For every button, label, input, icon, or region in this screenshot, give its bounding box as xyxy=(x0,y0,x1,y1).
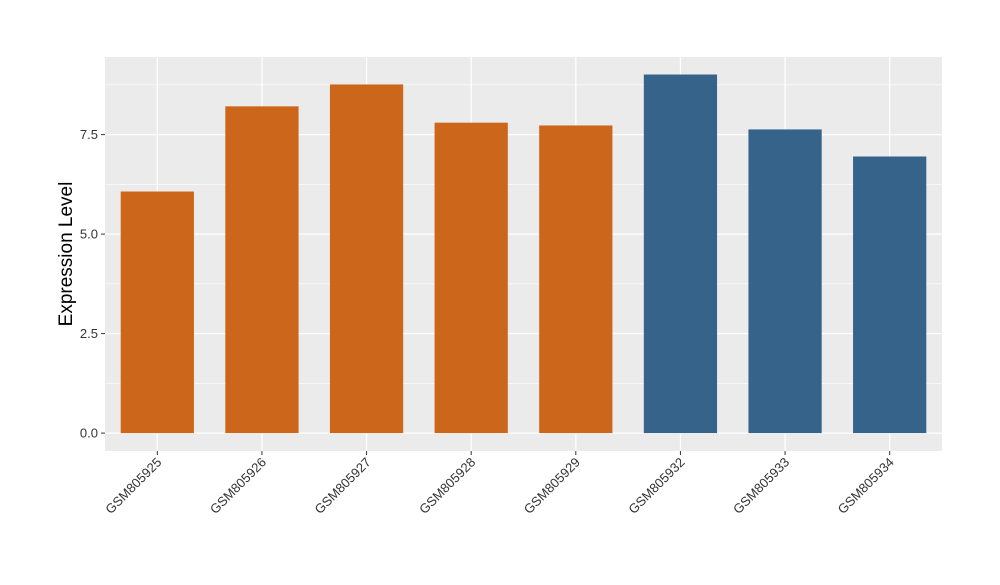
x-tick-label: GSM805932 xyxy=(625,455,687,517)
bar-GSM805934 xyxy=(853,156,927,434)
x-tick-label: GSM805928 xyxy=(416,455,478,517)
bar-GSM805933 xyxy=(748,129,822,434)
y-tick-label: 5.0 xyxy=(80,227,98,242)
bar-GSM805925 xyxy=(120,191,194,434)
bar-GSM805928 xyxy=(434,122,508,434)
bar-GSM805929 xyxy=(539,125,613,434)
x-tick-label: GSM805927 xyxy=(311,455,373,517)
bar-GSM805932 xyxy=(643,74,718,434)
y-axis-label: Expression Level xyxy=(56,182,77,327)
x-tick-label: GSM805929 xyxy=(521,455,583,517)
bars xyxy=(120,74,927,434)
y-axis: 0.0 2.5 5.0 7.5 xyxy=(80,127,105,441)
bar-GSM805927 xyxy=(329,84,404,434)
y-tick-label: 2.5 xyxy=(80,326,98,341)
x-axis: GSM805925 GSM805926 GSM805927 GSM805928 GSM8… xyxy=(102,451,897,517)
x-tick-label: GSM805933 xyxy=(730,455,792,517)
x-tick-label: GSM805926 xyxy=(207,455,269,517)
x-tick-label: GSM805925 xyxy=(102,455,164,517)
bar-GSM805926 xyxy=(225,106,299,434)
y-tick-label: 7.5 xyxy=(80,127,98,142)
x-tick-label: GSM805934 xyxy=(835,455,897,517)
y-tick-label: 0.0 xyxy=(80,426,98,441)
